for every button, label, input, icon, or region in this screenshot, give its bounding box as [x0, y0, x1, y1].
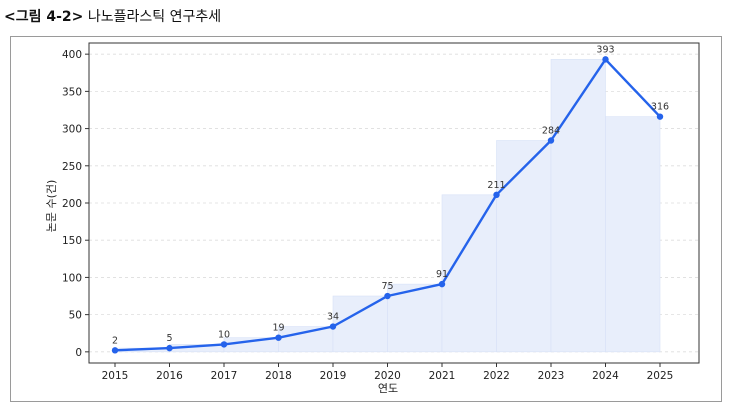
x-tick-label: 2018	[265, 370, 292, 382]
x-tick-label: 2025	[647, 370, 674, 382]
step-fill-bar	[278, 326, 334, 353]
data-point	[547, 137, 555, 144]
data-label: 10	[218, 329, 230, 340]
data-point	[166, 344, 173, 352]
y-tick-label: 0	[75, 347, 82, 359]
x-tick-label: 2022	[483, 370, 510, 382]
y-tick-label: 250	[62, 161, 82, 173]
data-point	[602, 56, 609, 63]
x-tick-label: 2024	[592, 370, 619, 382]
x-tick-label: 2017	[211, 370, 238, 382]
x-tick-label: 2015	[102, 370, 129, 382]
data-label: 393	[596, 44, 614, 55]
data-point	[111, 347, 119, 354]
step-fill-bar	[332, 295, 388, 353]
data-labels: 2 5 10 19 34 75 91 211 284 393 316	[112, 44, 669, 346]
y-tick-label: 400	[62, 49, 82, 61]
step-fill-area	[114, 59, 661, 353]
data-label: 34	[327, 312, 339, 323]
step-fill-bar	[441, 194, 497, 353]
x-tick-label: 2021	[429, 370, 456, 382]
y-tick-label: 300	[62, 124, 82, 136]
data-points	[111, 56, 664, 354]
y-tick-label: 350	[62, 86, 82, 98]
y-axis-title: 논문 수(건)	[45, 180, 58, 233]
data-point	[220, 341, 228, 348]
x-tick-label: 2016	[156, 370, 183, 382]
data-label: 316	[651, 102, 669, 113]
y-tick-label: 50	[69, 310, 82, 322]
data-label: 19	[272, 323, 284, 334]
data-point	[384, 292, 391, 300]
x-axis-title: 연도	[378, 382, 398, 395]
step-fill-bar	[550, 59, 606, 353]
y-tick-label: 150	[62, 235, 82, 247]
step-fill-bar	[605, 116, 661, 353]
data-point	[275, 334, 282, 341]
figure-number: <그림 4-2>	[4, 9, 84, 25]
data-point	[493, 191, 500, 199]
axes: 0 50 100 150 200 250 300 350 400 2015 2016 2017 2018…	[62, 42, 700, 382]
chart-frame: 0 50 100 150 200 250 300 350 400 2015 2016 2017 2018…	[10, 36, 722, 402]
data-label: 211	[487, 180, 505, 191]
data-label: 91	[436, 269, 448, 280]
data-label: 284	[542, 125, 560, 136]
data-point	[438, 280, 446, 288]
data-label: 75	[381, 281, 393, 292]
figure-caption: <그림 4-2> 나노플라스틱 연구추세	[4, 6, 221, 26]
data-point	[329, 323, 337, 330]
data-label: 2	[112, 335, 118, 346]
x-tick-label: 2023	[538, 370, 565, 382]
figure-title: 나노플라스틱 연구추세	[87, 9, 222, 25]
step-fill-bar	[387, 283, 443, 353]
y-tick-label: 200	[62, 198, 82, 210]
data-label: 5	[166, 333, 172, 344]
step-fill-bar	[496, 140, 552, 353]
line-chart: 0 50 100 150 200 250 300 350 400 2015 2016 2017 2018…	[45, 42, 700, 395]
x-tick-label: 2019	[320, 370, 347, 382]
plot-border	[88, 42, 700, 364]
y-tick-label: 100	[62, 272, 82, 284]
x-tick-label: 2020	[374, 370, 401, 382]
data-point	[656, 113, 664, 120]
